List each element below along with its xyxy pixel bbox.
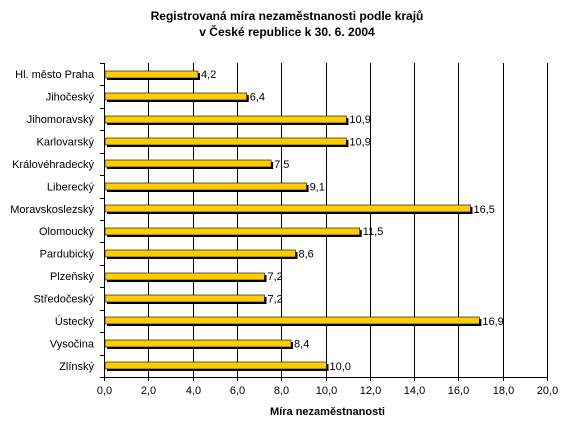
bar xyxy=(104,92,248,101)
data-label: 10,9 xyxy=(349,137,370,149)
tick-label-x-9: 18,0 xyxy=(493,385,514,397)
bar xyxy=(104,70,199,79)
category-label: Jihomoravský xyxy=(27,114,95,126)
data-label: 16,5 xyxy=(473,204,494,216)
tick-label-x-7: 14,0 xyxy=(404,385,425,397)
category-label: Zlínský xyxy=(59,361,94,373)
bar xyxy=(104,272,265,281)
data-label: 7,2 xyxy=(267,294,282,306)
tick-label-x-10: 20,0 xyxy=(537,385,558,397)
category-label: Královéhradecký xyxy=(12,159,94,171)
data-label: 10,0 xyxy=(330,361,351,373)
chart-title-line-1: Registrovaná míra nezaměstnanosti podle … xyxy=(150,9,424,23)
chart-title-line-2: v České republice k 30. 6. 2004 xyxy=(199,25,375,39)
tick-label-x-2: 4,0 xyxy=(186,385,201,397)
bar xyxy=(104,204,471,213)
bar xyxy=(104,316,480,325)
category-label: Moravskoslezský xyxy=(10,204,94,216)
data-label: 6,4 xyxy=(250,92,265,104)
bar xyxy=(104,182,307,191)
data-label: 8,4 xyxy=(294,338,309,350)
tick-label-x-8: 16,0 xyxy=(448,385,469,397)
tick-label-x-1: 2,0 xyxy=(141,385,156,397)
category-label: Liberecký xyxy=(47,181,95,193)
tick-label-x-5: 10,0 xyxy=(316,385,337,397)
data-label: 4,2 xyxy=(201,69,216,81)
tick-label-x-3: 6,0 xyxy=(230,385,245,397)
bar xyxy=(104,227,361,236)
data-label: 10,9 xyxy=(349,114,370,126)
bar xyxy=(104,294,265,303)
category-label: Ústecký xyxy=(55,315,95,328)
tick-label-x-4: 8,0 xyxy=(274,385,289,397)
data-label: 7,5 xyxy=(274,159,289,171)
tick-label-x-6: 12,0 xyxy=(360,385,381,397)
bar xyxy=(104,159,272,168)
category-label: Hl. město Praha xyxy=(15,69,95,81)
bar xyxy=(104,339,292,348)
bar xyxy=(104,249,296,258)
data-label: 9,1 xyxy=(310,181,325,193)
category-label: Plzeňský xyxy=(50,271,95,283)
category-label: Karlovarský xyxy=(37,137,95,149)
chart-title: Registrovaná míra nezaměstnanosti podle … xyxy=(0,8,574,40)
tick-label-x-0: 0,0 xyxy=(97,385,112,397)
bar xyxy=(104,361,327,370)
data-label: 8,6 xyxy=(298,249,313,261)
data-label: 7,2 xyxy=(267,271,282,283)
bar xyxy=(104,115,347,124)
category-label: Středočeský xyxy=(33,294,94,306)
bar xyxy=(104,137,347,146)
x-axis-title: Míra nezaměstnanosti xyxy=(270,406,385,418)
data-label: 11,5 xyxy=(363,226,384,238)
data-label: 16,9 xyxy=(482,316,503,328)
category-label: Pardubický xyxy=(40,249,95,261)
category-label: Olomoucký xyxy=(39,226,95,238)
category-label: Vysočina xyxy=(50,338,95,350)
category-label: Jihočeský xyxy=(46,92,95,104)
